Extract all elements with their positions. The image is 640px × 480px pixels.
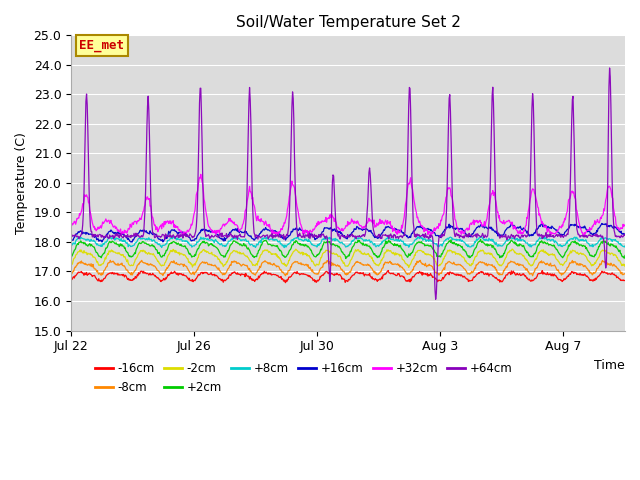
- X-axis label: Time: Time: [595, 359, 625, 372]
- Y-axis label: Temperature (C): Temperature (C): [15, 132, 28, 234]
- Text: EE_met: EE_met: [79, 39, 124, 52]
- Title: Soil/Water Temperature Set 2: Soil/Water Temperature Set 2: [236, 15, 461, 30]
- Legend: -16cm, -8cm, -2cm, +2cm, +8cm, +16cm, +32cm, +64cm: -16cm, -8cm, -2cm, +2cm, +8cm, +16cm, +3…: [90, 357, 517, 398]
